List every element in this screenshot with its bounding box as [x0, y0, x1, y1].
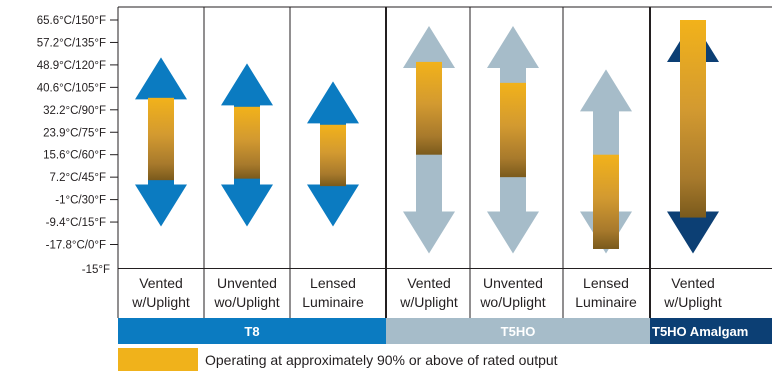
high-output-bar — [593, 154, 619, 249]
column-label-line2: Luminaire — [575, 294, 637, 310]
legend-swatch — [118, 348, 198, 371]
y-tick-label: 15.6°C/60°F — [43, 150, 106, 162]
high-output-bar — [320, 124, 346, 187]
y-tick-label: 65.6°C/150°F — [37, 15, 106, 27]
range-arrow — [403, 25, 455, 254]
column-label-line1: Lensed — [310, 275, 356, 291]
high-output-bar — [416, 61, 442, 155]
range-arrow — [135, 57, 187, 227]
column-labels: Vented w/Uplight Unvented wo/Uplight Lensed L… — [131, 275, 722, 310]
column-label-line1: Vented — [139, 275, 183, 291]
column-label-line1: Lensed — [583, 275, 629, 291]
y-tick-label: -15°F — [82, 264, 110, 276]
column-label-line1: Unvented — [217, 275, 277, 291]
high-output-bar — [680, 20, 706, 218]
range-arrow — [667, 20, 719, 254]
legend: Operating at approximately 90% or above … — [118, 348, 558, 371]
group-label: T5HO — [501, 324, 536, 339]
column-label-line2: Luminaire — [302, 294, 364, 310]
high-output-bar — [500, 82, 526, 178]
column-label-line2: w/Uplight — [399, 294, 458, 310]
legend-text: Operating at approximately 90% or above … — [205, 352, 558, 368]
range-arrow — [487, 25, 539, 254]
group-bar — [118, 318, 386, 344]
range-arrow — [580, 69, 632, 254]
column-dividers — [117, 6, 772, 318]
column-label-line1: Unvented — [483, 275, 543, 291]
range-arrow — [221, 63, 273, 227]
high-output-bar — [234, 106, 260, 179]
column-label-line2: w/Uplight — [663, 294, 722, 310]
y-axis: 65.6°C/150°F 57.2°C/135°F 48.9°C/120°F 40.6… — [37, 15, 118, 276]
group-label: T5HO Amalgam — [652, 324, 748, 339]
group-bar — [650, 318, 772, 344]
group-label: T8 — [244, 324, 259, 339]
y-tick-label: -17.8°C/0°F — [46, 240, 106, 252]
group-bars: T8 T5HO T5HO Amalgam — [118, 318, 772, 344]
range-arrow — [307, 81, 359, 227]
y-tick-label: -9.4°C/15°F — [46, 217, 106, 229]
y-tick-label: 57.2°C/135°F — [37, 37, 106, 49]
y-tick-label: 40.6°C/105°F — [37, 82, 106, 94]
y-tick-label: 48.9°C/120°F — [37, 60, 106, 72]
column-label-line2: wo/Uplight — [213, 294, 279, 310]
y-tick-label: 7.2°C/45°F — [49, 172, 106, 184]
column-label-line1: Vented — [407, 275, 451, 291]
y-tick-label: -1°C/30°F — [55, 195, 106, 207]
column-label-line1: Vented — [671, 275, 715, 291]
column-label-line2: w/Uplight — [131, 294, 190, 310]
y-tick-label: 23.9°C/75°F — [43, 127, 106, 139]
range-marks — [135, 20, 719, 254]
high-output-bar — [148, 97, 174, 181]
column-label-line2: wo/Uplight — [479, 294, 545, 310]
y-tick-label: 32.2°C/90°F — [43, 105, 106, 117]
group-bar — [386, 318, 650, 344]
